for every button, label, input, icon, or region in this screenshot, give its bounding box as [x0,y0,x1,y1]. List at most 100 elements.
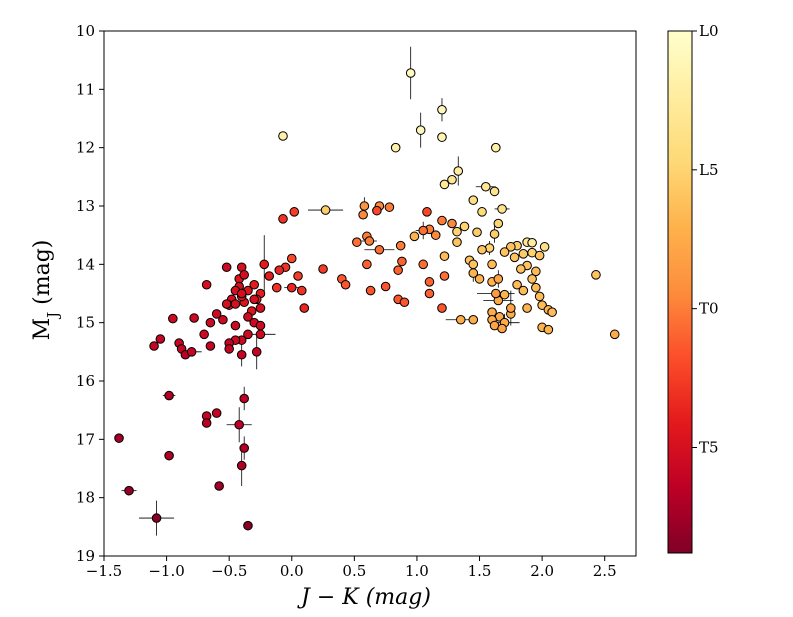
data-point [239,443,249,453]
colorbar: L0 L5 T0 T5 [667,22,719,554]
data-point [380,281,391,292]
colorbar-tick-label: L5 [699,161,719,179]
data-point [516,264,526,274]
data-point [424,288,435,299]
y-tick-label: 15 [76,314,95,332]
data-point [531,266,541,277]
data-point [278,214,288,224]
data-point [365,285,376,296]
data-point [430,230,441,240]
colorbar-tick-label: T5 [699,438,719,456]
data-point [249,294,260,305]
data-point [397,256,407,267]
data-point [591,270,601,280]
data-point [236,460,247,471]
data-point [271,282,282,293]
x-tick-label: −0.5 [211,562,247,580]
data-point [499,247,510,257]
data-point [497,204,507,214]
data-point [299,303,310,313]
data-point [186,347,197,357]
data-point [274,265,285,275]
data-point [205,317,216,328]
data-point [201,418,212,428]
data-point [452,237,462,247]
data-point [459,221,470,232]
data-point [255,329,266,340]
x-tick-label: 1.5 [468,562,492,580]
data-point [201,279,212,290]
y-tick-label: 12 [76,139,95,157]
x-axis-label: J − K (mag) [297,585,431,610]
data-point [418,225,429,236]
data-point [534,250,545,261]
data-point [493,274,504,284]
data-point [472,227,482,238]
data-point [437,132,447,142]
data-point [364,236,375,246]
x-tick-label: 2.5 [593,562,617,580]
data-point [468,314,479,325]
data-point [199,329,209,340]
data-point [264,271,275,281]
data-point [359,201,370,211]
data-point [399,297,410,308]
data-point [255,320,266,331]
data-point [497,323,507,334]
data-point [211,408,222,418]
data-point [522,303,532,313]
data-point [491,288,501,299]
data-point [477,244,487,255]
data-point [405,68,416,78]
data-point [439,251,450,261]
y-tick-label: 10 [76,22,95,40]
data-point [437,215,447,226]
data-point [164,390,174,401]
data-point [251,347,262,357]
data-point [236,288,247,299]
data-point [509,252,520,263]
data-point [390,142,401,153]
data-point [374,244,385,255]
data-point [543,324,554,335]
data-point [211,309,222,319]
data-point [168,313,178,324]
data-point [537,300,547,310]
data-point [534,291,545,302]
y-tick-label: 14 [76,255,95,273]
data-point [447,174,457,185]
data-point [243,312,253,322]
data-point [221,262,232,273]
colorbar-tick-label: T0 [699,300,719,318]
data-point [352,237,362,247]
data-point [293,271,303,281]
data-point [447,218,457,229]
data-point [214,481,224,491]
data-point [415,125,426,135]
data-point [149,341,159,351]
data-point [189,313,199,323]
data-point [318,264,328,274]
data-point [506,303,516,313]
data-point [236,349,247,360]
data-point [468,195,479,205]
data-point [439,179,450,190]
data-point [393,265,403,275]
data-point [439,271,450,281]
data-point [243,329,253,340]
colorbar-tick-label: L0 [699,22,719,40]
data-point [340,279,351,290]
data-point [239,393,249,404]
y-tick-label: 11 [76,80,95,98]
data-point [289,207,300,217]
data-point [114,433,124,443]
data-point [230,320,241,331]
data-point [221,299,232,309]
data-point [474,274,485,284]
data-point [518,249,529,259]
y-tick-label: 18 [76,489,95,507]
plot-frame [103,30,637,557]
x-tick-label: −1.0 [148,562,184,580]
data-point [531,282,541,293]
data-point [455,314,466,325]
